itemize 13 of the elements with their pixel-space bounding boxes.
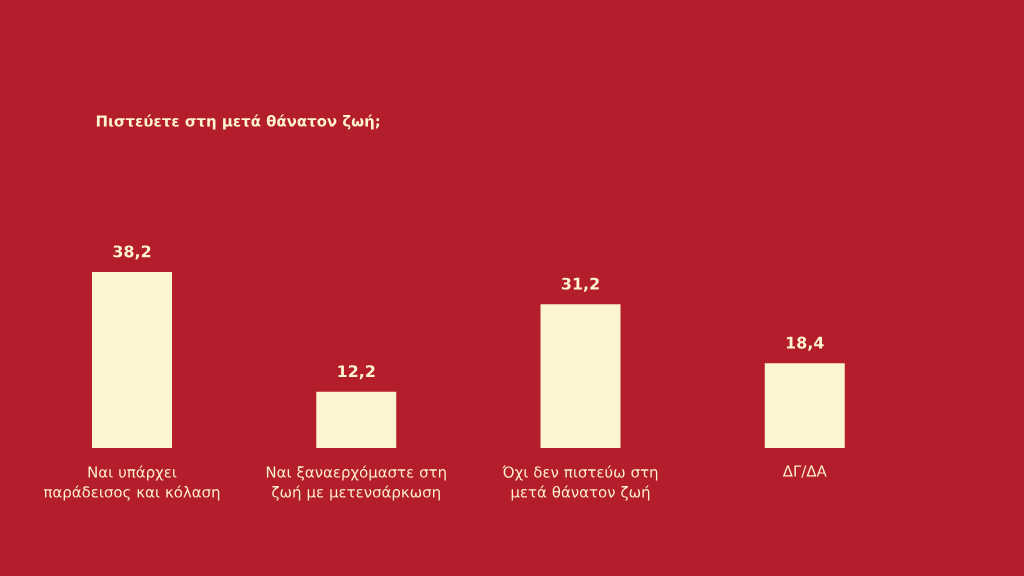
- x-tick-label: Ναι ξαναερχόμαστε στη ζωή με μετενσάρκωση: [266, 465, 446, 501]
- data-label: 38,2: [113, 245, 151, 260]
- bar: [316, 391, 397, 448]
- bar: [764, 363, 845, 448]
- x-tick-label: Ναι υπάρχει παράδεισος και κόλαση: [43, 465, 220, 501]
- data-label: 31,2: [561, 277, 599, 292]
- x-tick-label: ΔΓ/ΔΑ: [782, 465, 827, 478]
- bar: [540, 304, 621, 448]
- chart-title: Πιστεύετε στη μετά θάνατον ζωή;: [96, 114, 380, 130]
- bar: [92, 272, 172, 448]
- data-label: 12,2: [338, 365, 375, 380]
- data-label: 18,4: [786, 336, 824, 351]
- x-tick-label: Όχι δεν πιστεύω στη μετά θάνατον ζωή: [502, 465, 658, 501]
